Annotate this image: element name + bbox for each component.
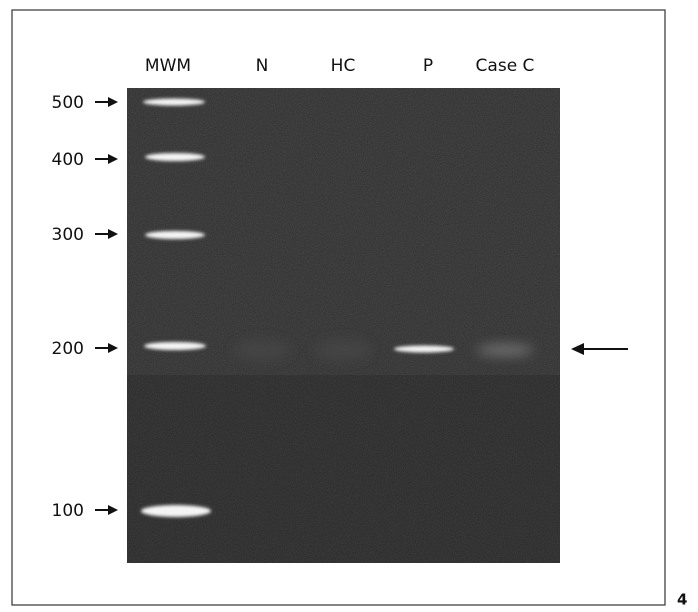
band-p [394, 345, 454, 353]
result-arrow [571, 343, 628, 355]
ladder-bands [141, 98, 211, 517]
size-label: 500 [52, 93, 84, 113]
lane-label: P [423, 56, 433, 76]
gel-texture [127, 88, 560, 563]
panel-label: 4 [677, 591, 687, 609]
lane-label: HC [331, 56, 356, 76]
haze-n [234, 340, 290, 360]
size-label: 300 [52, 225, 84, 245]
haze-hc [315, 340, 371, 360]
band-case-c [477, 345, 533, 355]
size-label: 100 [52, 501, 84, 521]
lane-label: MWM [145, 56, 191, 76]
gel-shade [127, 375, 560, 563]
size-markers: 500 400 300 200 100 [52, 93, 84, 521]
size-label: 400 [52, 150, 84, 170]
lane-label: N [256, 56, 269, 76]
size-label: 200 [52, 339, 84, 359]
lane-label: Case C [476, 56, 535, 76]
marker-arrows [95, 97, 118, 515]
